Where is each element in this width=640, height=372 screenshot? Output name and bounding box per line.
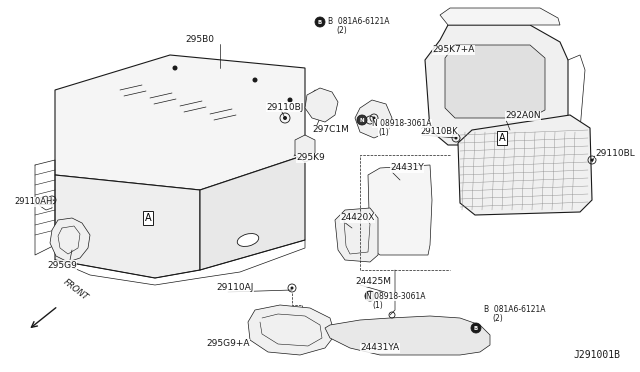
- Text: 24431Y: 24431Y: [390, 164, 424, 173]
- Text: 24431YA: 24431YA: [360, 343, 399, 353]
- Text: 295K7+A: 295K7+A: [432, 45, 474, 55]
- Circle shape: [471, 323, 481, 333]
- Text: (2): (2): [336, 26, 347, 35]
- Text: 295K9: 295K9: [296, 154, 324, 163]
- Text: (1): (1): [378, 128, 388, 137]
- Text: A: A: [499, 133, 506, 143]
- Text: 29110BK: 29110BK: [420, 128, 458, 137]
- Polygon shape: [335, 208, 378, 262]
- Circle shape: [287, 97, 292, 103]
- Text: J291001B: J291001B: [573, 350, 620, 360]
- Polygon shape: [305, 88, 338, 122]
- Text: FRONT: FRONT: [62, 277, 90, 302]
- Text: N: N: [368, 294, 372, 298]
- Text: 24420X: 24420X: [340, 214, 374, 222]
- Text: 292A0N: 292A0N: [505, 112, 541, 121]
- Circle shape: [365, 291, 375, 301]
- Text: 295B0: 295B0: [186, 35, 214, 45]
- Text: B: B: [474, 326, 478, 330]
- Text: (1): (1): [372, 301, 383, 310]
- Text: N 08918-3061A: N 08918-3061A: [372, 119, 431, 128]
- Text: B: B: [318, 19, 322, 25]
- Circle shape: [591, 158, 593, 161]
- Text: 29110BL: 29110BL: [595, 148, 635, 157]
- Text: N 08918-3061A: N 08918-3061A: [366, 292, 426, 301]
- Text: A: A: [145, 213, 151, 223]
- Circle shape: [454, 137, 458, 140]
- Text: 29110AH: 29110AH: [14, 198, 52, 206]
- Polygon shape: [440, 8, 560, 25]
- Text: 24425M: 24425M: [355, 278, 391, 286]
- Polygon shape: [325, 316, 490, 355]
- Polygon shape: [248, 305, 335, 355]
- Text: B  081A6-6121A: B 081A6-6121A: [484, 305, 545, 314]
- Polygon shape: [55, 55, 305, 190]
- Circle shape: [372, 116, 376, 119]
- Polygon shape: [458, 115, 592, 215]
- Polygon shape: [368, 165, 432, 255]
- Text: 29110AJ: 29110AJ: [216, 283, 253, 292]
- Circle shape: [315, 17, 325, 27]
- Circle shape: [283, 116, 287, 120]
- Text: 295G9+A: 295G9+A: [206, 340, 250, 349]
- Text: B  081A6-6121A: B 081A6-6121A: [328, 17, 390, 26]
- Circle shape: [291, 286, 294, 289]
- Circle shape: [357, 115, 367, 125]
- Ellipse shape: [237, 234, 259, 247]
- Polygon shape: [50, 218, 90, 262]
- Polygon shape: [355, 100, 392, 138]
- Text: (2): (2): [492, 314, 503, 323]
- Text: N: N: [360, 118, 364, 122]
- Text: 297C1M: 297C1M: [312, 125, 349, 135]
- Text: 295G9: 295G9: [47, 260, 77, 269]
- Text: 29110BJ: 29110BJ: [266, 103, 303, 112]
- Polygon shape: [55, 175, 200, 278]
- Polygon shape: [200, 155, 305, 270]
- Circle shape: [51, 199, 54, 202]
- Circle shape: [253, 77, 257, 83]
- Circle shape: [173, 65, 177, 71]
- Polygon shape: [425, 25, 568, 145]
- Polygon shape: [445, 45, 545, 118]
- Polygon shape: [295, 135, 315, 162]
